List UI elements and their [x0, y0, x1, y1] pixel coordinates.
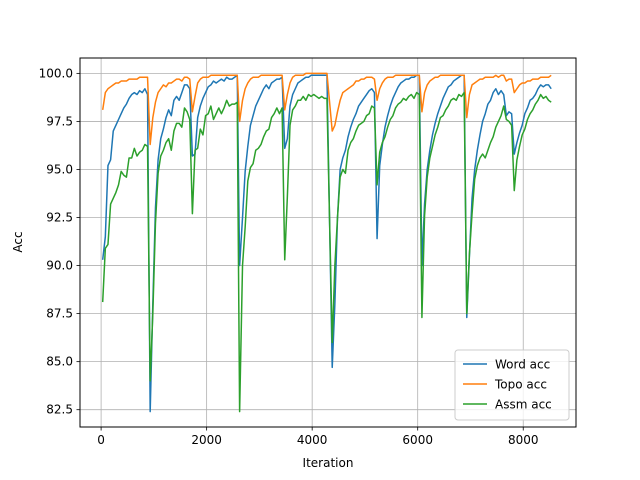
- y-axis-label: Acc: [11, 231, 25, 252]
- x-tick-label: 0: [97, 433, 105, 447]
- y-tick-label: 85.0: [46, 355, 73, 369]
- legend-box: [454, 349, 570, 421]
- x-tick-label: 4000: [297, 433, 328, 447]
- y-tick-label: 82.5: [46, 403, 73, 417]
- legend-label: Topo acc: [494, 378, 547, 392]
- x-axis-label: Iteration: [303, 456, 354, 470]
- series-line-word-acc: [101, 74, 552, 413]
- legend-label: Assm acc: [495, 398, 552, 412]
- series-line-assm-acc: [101, 91, 552, 413]
- x-tick-label: 8000: [508, 433, 539, 447]
- y-tick-label: 97.5: [46, 114, 73, 128]
- legend: Word acc Topo acc Assm acc: [454, 349, 570, 421]
- y-axis-ticks: 82.5 85.0 87.5 90.0 92.5 95.0 97.5 100.0: [39, 66, 80, 417]
- series-lines: [101, 72, 552, 413]
- legend-label: Word acc: [495, 358, 550, 372]
- series-line-topo-acc: [101, 72, 552, 146]
- x-tick-label: 6000: [402, 433, 433, 447]
- x-axis-ticks: 0 2000 4000 6000 8000: [97, 427, 539, 447]
- y-tick-label: 100.0: [39, 66, 73, 80]
- plot-frame: [79, 57, 577, 428]
- y-tick-label: 95.0: [46, 162, 73, 176]
- x-tick-label: 2000: [191, 433, 222, 447]
- y-tick-label: 90.0: [46, 259, 73, 273]
- y-tick-label: 92.5: [46, 211, 73, 225]
- y-tick-label: 87.5: [46, 307, 73, 321]
